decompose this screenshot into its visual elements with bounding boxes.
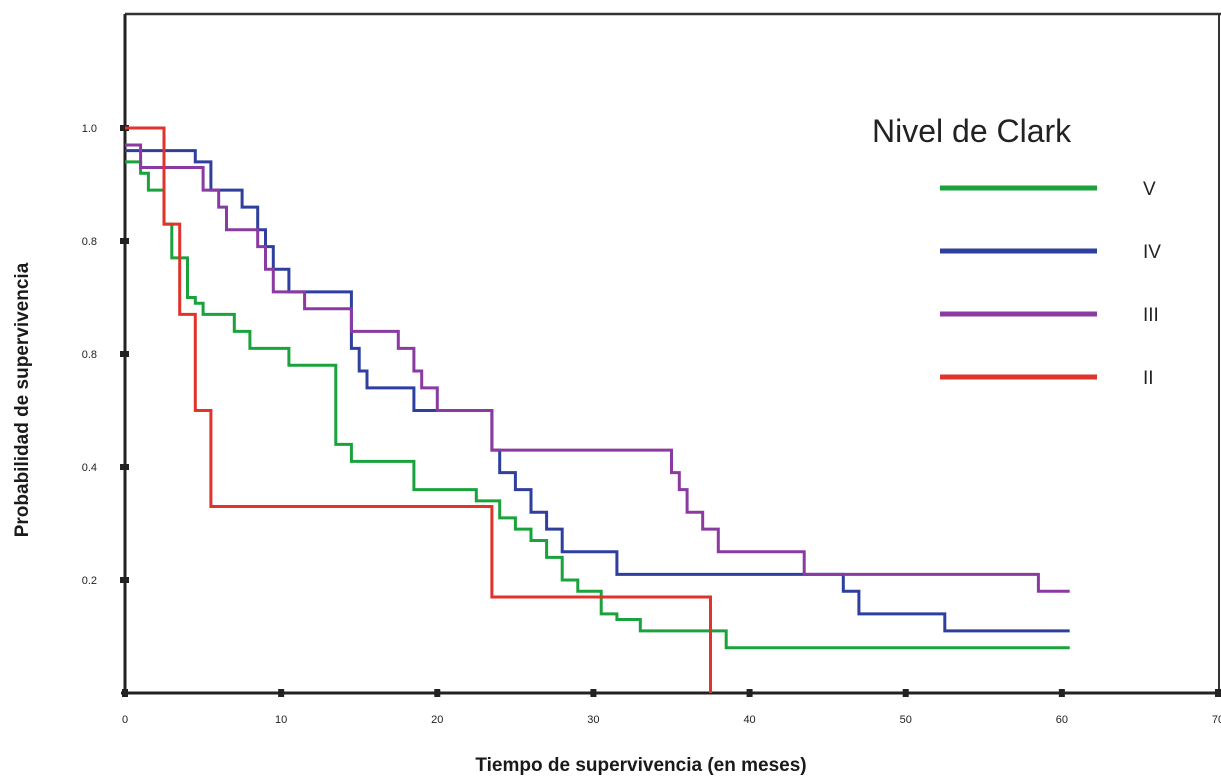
x-tick-label: 0: [122, 714, 128, 726]
legend-label-v: V: [1143, 179, 1156, 200]
x-tick-mark: [278, 689, 285, 697]
x-tick-mark: [1058, 689, 1065, 697]
x-tick-mark: [590, 689, 597, 697]
y-tick-label: 0.8: [82, 236, 97, 248]
y-tick-mark: [120, 125, 129, 131]
series-line-iv: [125, 149, 1070, 633]
series-line-ii: [125, 126, 712, 693]
x-tick-label: 40: [743, 714, 755, 726]
series-line-iii: [125, 143, 1070, 593]
x-tick-label: 50: [900, 714, 912, 726]
x-tick-mark: [434, 689, 441, 697]
y-tick-label: 0.8: [82, 349, 97, 361]
x-tick-label: 30: [587, 714, 599, 726]
x-tick-mark: [746, 689, 753, 697]
y-tick-label: 0.2: [82, 575, 97, 587]
legend-label-ii: II: [1143, 368, 1154, 389]
y-tick-mark: [120, 464, 129, 470]
y-tick-mark: [120, 577, 129, 583]
legend-title: Nivel de Clark: [872, 113, 1072, 149]
x-tick-mark: [1215, 689, 1221, 697]
x-tick-label: 10: [275, 714, 287, 726]
series-line-v: [125, 160, 1070, 650]
x-tick-mark: [902, 689, 909, 697]
legend-label-iii: III: [1143, 305, 1159, 326]
y-tick-label: 0.4: [82, 462, 97, 474]
y-axis-title: Probabilidad de supervivencia: [12, 262, 33, 537]
y-tick-label: 1.0: [82, 123, 97, 135]
x-axis-title: Tiempo de supervivencia (en meses): [475, 755, 806, 776]
series-group: [125, 126, 1070, 693]
x-tick-mark: [122, 689, 128, 697]
y-tick-mark: [120, 238, 129, 244]
x-tick-label: 70: [1212, 714, 1221, 726]
x-tick-label: 20: [431, 714, 443, 726]
legend-label-iv: IV: [1143, 242, 1161, 263]
y-tick-mark: [120, 351, 129, 357]
x-tick-label: 60: [1056, 714, 1068, 726]
